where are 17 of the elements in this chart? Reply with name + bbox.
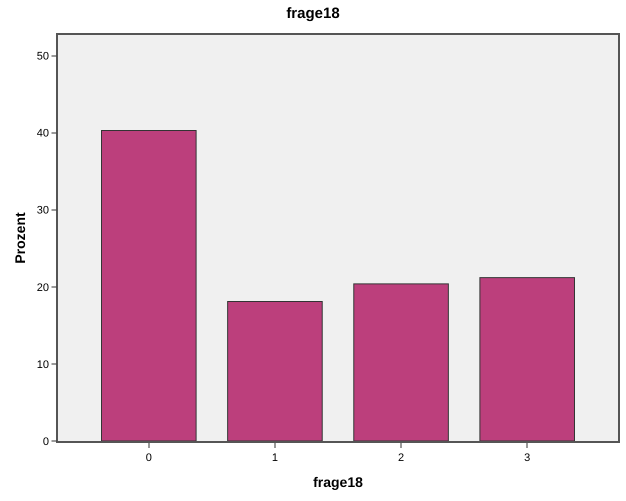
bar <box>101 130 197 441</box>
bar <box>479 277 575 441</box>
x-tick-label: 2 <box>398 452 404 464</box>
y-tick-label: 50 <box>36 50 50 63</box>
y-tick-label: 20 <box>36 282 50 294</box>
x-tick-label: 0 <box>146 452 152 464</box>
x-tick-label: 1 <box>272 452 278 464</box>
y-tick-label: 40 <box>36 128 50 140</box>
x-axis-title: frage18 <box>313 474 364 490</box>
y-tick-label: 0 <box>42 436 50 448</box>
y-tick-label: 10 <box>36 358 50 371</box>
bar <box>353 283 449 441</box>
y-tick-label: 30 <box>36 204 50 217</box>
chart-title: frage18 <box>286 5 340 22</box>
x-tick-label: 3 <box>524 452 530 464</box>
bar <box>227 301 323 441</box>
y-axis-title: Prozent <box>12 212 28 264</box>
